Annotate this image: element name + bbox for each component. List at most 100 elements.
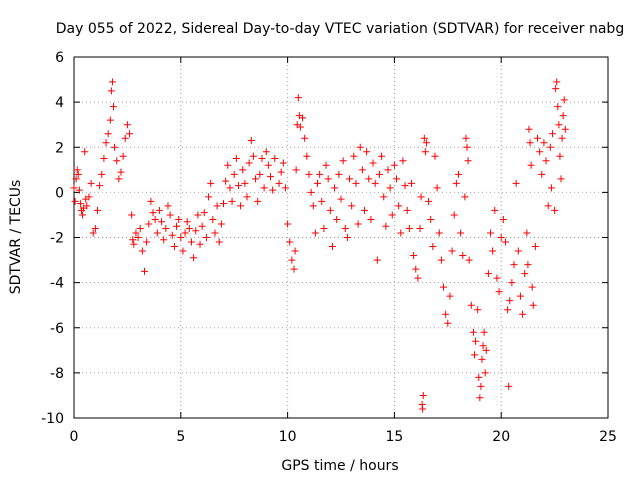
data-point [526, 139, 534, 147]
data-point [493, 274, 501, 282]
data-point [262, 148, 270, 156]
data-point [446, 292, 454, 300]
data-point [75, 186, 83, 194]
data-point [369, 159, 377, 167]
data-point [401, 182, 409, 190]
data-point [128, 211, 136, 219]
data-point [510, 261, 518, 269]
data-point [311, 229, 319, 237]
data-point [497, 234, 505, 241]
data-point [534, 134, 542, 142]
data-point [277, 168, 285, 176]
data-point [358, 166, 366, 174]
data-point [241, 179, 249, 187]
y-tick-label: 4 [55, 95, 64, 111]
data-point [228, 197, 236, 205]
data-point [343, 234, 351, 241]
data-point [464, 157, 472, 165]
data-point [130, 240, 138, 248]
data-points [70, 78, 569, 413]
data-point [499, 215, 507, 223]
y-tick-label: 2 [55, 140, 64, 156]
data-point [558, 134, 566, 142]
data-point [440, 283, 448, 291]
data-point [136, 224, 144, 232]
data-point [363, 148, 371, 156]
data-point [461, 193, 469, 201]
data-point [333, 215, 341, 223]
data-point [301, 134, 309, 142]
data-point [331, 184, 339, 192]
data-point [505, 382, 513, 390]
y-tick-label: 6 [55, 50, 64, 66]
data-point [538, 170, 546, 178]
data-point [467, 301, 475, 309]
y-tick-label: -8 [50, 366, 64, 382]
data-point [540, 139, 548, 147]
data-point [477, 382, 485, 390]
data-point [305, 170, 313, 178]
data-point [226, 184, 234, 192]
data-point [85, 193, 93, 201]
data-point [281, 184, 289, 192]
data-point [521, 270, 529, 278]
data-point [367, 215, 375, 223]
data-point [405, 224, 413, 232]
data-point [224, 161, 232, 169]
data-point [200, 209, 208, 217]
data-point [247, 136, 255, 144]
data-point [559, 112, 567, 120]
data-point [173, 222, 181, 230]
data-point [284, 220, 292, 228]
data-point [416, 224, 424, 232]
data-point [275, 179, 283, 187]
data-point [425, 197, 433, 205]
data-point [81, 148, 89, 156]
chart-title: Day 055 of 2022, Sidereal Day-to-day VTE… [56, 21, 624, 37]
data-point [168, 231, 176, 239]
data-point [140, 267, 148, 275]
data-point [437, 256, 445, 264]
data-point [444, 319, 452, 327]
data-point [166, 211, 174, 219]
data-point [213, 202, 221, 210]
data-point [448, 247, 456, 255]
data-point [117, 168, 125, 176]
data-point [243, 193, 251, 201]
data-point [527, 161, 535, 169]
y-tick-label: -2 [50, 231, 64, 247]
data-point [249, 152, 257, 160]
data-point [421, 148, 429, 156]
data-point [126, 130, 134, 138]
data-point [501, 238, 509, 246]
data-point [478, 355, 486, 363]
data-point [341, 224, 349, 232]
data-point [403, 206, 411, 214]
data-point [93, 206, 101, 214]
data-point [356, 143, 364, 151]
data-point [181, 229, 189, 237]
data-point [290, 265, 298, 273]
data-point [548, 130, 556, 138]
data-point [115, 175, 123, 183]
data-point [107, 87, 115, 95]
data-point [459, 252, 467, 260]
data-point [506, 297, 514, 305]
data-point [170, 243, 178, 251]
data-point [100, 155, 108, 163]
data-point [551, 206, 559, 214]
data-point [407, 179, 415, 187]
data-point [412, 265, 420, 273]
data-point [528, 283, 536, 291]
x-tick-label: 25 [599, 429, 617, 445]
data-point [346, 175, 354, 183]
x-tick-label: 10 [279, 429, 297, 445]
data-point [481, 369, 489, 377]
data-point [267, 173, 275, 181]
x-tick-label: 0 [70, 429, 79, 445]
y-tick-label: -6 [50, 321, 64, 337]
data-point [309, 202, 317, 210]
data-point [422, 139, 430, 147]
data-point [147, 197, 155, 205]
data-point [198, 222, 206, 230]
